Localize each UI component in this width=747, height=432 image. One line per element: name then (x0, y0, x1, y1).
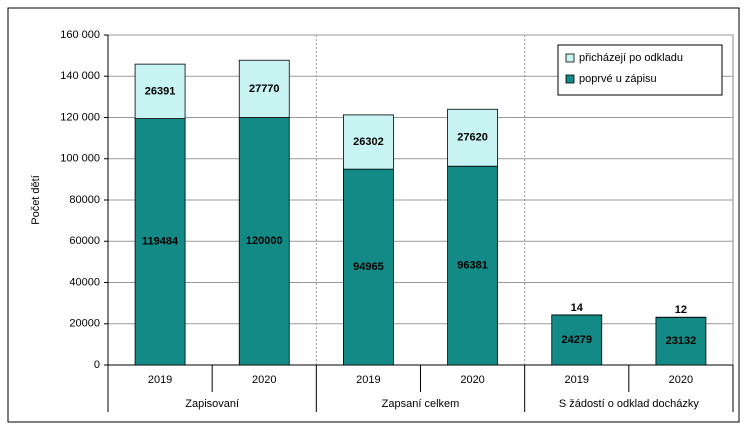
bar-segment (551, 314, 603, 366)
data-label: 14 (571, 302, 584, 314)
legend-box (557, 44, 723, 96)
legend-label: poprvé u zápisu (579, 73, 657, 85)
data-label: 26391 (145, 85, 176, 97)
y-tick-label: 140 000 (60, 70, 100, 82)
y-axis-label: Počet dětí (30, 175, 42, 225)
group-label: Zapisovaní (185, 398, 239, 410)
bar-segment (238, 117, 290, 366)
x-tick-label: 2020 (252, 374, 276, 386)
y-tick-label: 160 000 (60, 29, 100, 41)
x-tick-label: 2019 (356, 374, 380, 386)
data-label: 27620 (457, 132, 488, 144)
bar-segment (655, 316, 707, 366)
y-tick-label: 80000 (69, 194, 100, 206)
bar-segment (343, 168, 394, 366)
data-label: 96381 (457, 260, 488, 272)
x-tick-label: 2019 (565, 374, 589, 386)
y-tick-label: 100 000 (60, 153, 100, 165)
data-label: 120000 (246, 235, 283, 247)
x-tick-label: 2019 (148, 374, 172, 386)
y-tick-label: 60000 (69, 235, 100, 247)
data-label: 24279 (561, 334, 592, 346)
group-label: Zapsaní celkem (382, 398, 460, 410)
x-tick-label: 2020 (460, 374, 484, 386)
bar-segment (447, 108, 498, 167)
bar-segment (134, 63, 186, 119)
y-tick-label: 0 (94, 359, 100, 371)
y-tick-label: 20000 (69, 318, 100, 330)
bar-segment (343, 114, 394, 170)
group-label: S žádostí o odklad docházky (559, 398, 700, 410)
legend-swatch (565, 53, 575, 63)
legend-label: přicházejí po odkladu (579, 52, 683, 64)
data-label: 119484 (142, 236, 179, 248)
data-label: 94965 (353, 261, 384, 273)
x-tick-label: 2020 (669, 374, 693, 386)
y-tick-label: 120 000 (60, 111, 100, 123)
bar-segment (447, 165, 498, 366)
data-label: 27770 (249, 83, 280, 95)
bar-segment (238, 59, 290, 118)
data-label: 12 (675, 304, 687, 316)
data-label: 26302 (353, 136, 384, 148)
legend-swatch (565, 74, 575, 84)
data-label: 23132 (666, 335, 697, 347)
y-tick-label: 40000 (69, 276, 100, 288)
bar-segment (134, 118, 186, 366)
